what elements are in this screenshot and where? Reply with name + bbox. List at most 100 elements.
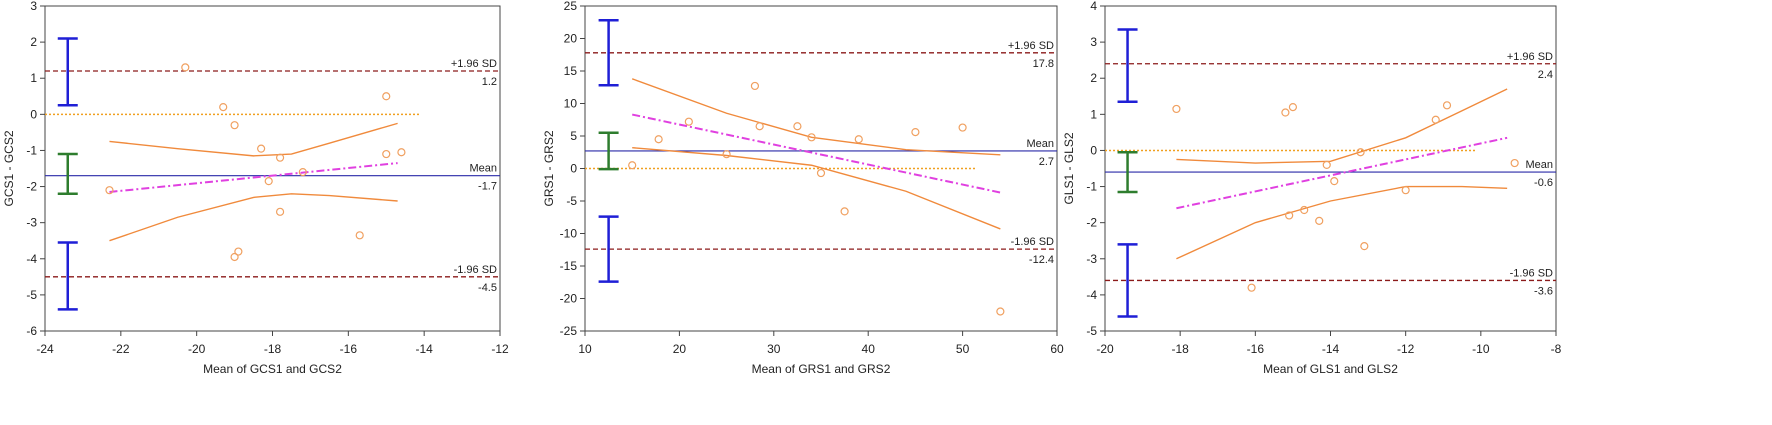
y-tick-label: 3 — [1090, 35, 1097, 49]
y-tick-label: 1 — [1090, 107, 1097, 121]
y-tick-label: -15 — [560, 259, 578, 273]
upper-loa-value: 1.2 — [482, 76, 497, 88]
data-point — [382, 92, 391, 101]
data-point — [181, 63, 190, 72]
x-tick-label: -10 — [1472, 342, 1490, 356]
regression-line — [1176, 136, 1508, 210]
y-tick-label: -5 — [566, 194, 577, 208]
x-tick-label: -16 — [1247, 342, 1265, 356]
x-tick-label: -20 — [188, 342, 206, 356]
data-point — [1360, 242, 1369, 251]
x-tick-label: 40 — [862, 342, 876, 356]
data-point — [105, 186, 114, 195]
y-tick-label: -2 — [26, 180, 37, 194]
lower-loa-label: -1.96 SD — [454, 264, 497, 276]
x-tick-label: -14 — [1322, 342, 1340, 356]
ci-bar-3 — [57, 241, 78, 311]
x-axis-label: Mean of GRS1 and GRS2 — [752, 362, 891, 376]
x-tick-label: -18 — [1171, 342, 1189, 356]
plot-frame — [44, 5, 501, 332]
ci-bar-3 — [598, 215, 619, 283]
x-tick-label: 20 — [673, 342, 687, 356]
data-point — [1285, 211, 1294, 220]
y-tick-label: 3 — [30, 0, 37, 13]
regression-line — [109, 162, 398, 193]
data-point — [1172, 104, 1181, 114]
x-tick-label: -22 — [112, 342, 130, 356]
regression-ci-lower — [1176, 185, 1508, 260]
x-axis-label: Mean of GLS1 and GLS2 — [1263, 362, 1398, 376]
upper-loa-label: +1.96 SD — [451, 58, 497, 70]
lower-loa-value: -3.6 — [1534, 285, 1553, 297]
data-point — [257, 144, 266, 153]
data-point — [750, 81, 760, 91]
upper-loa-value: 17.8 — [1033, 58, 1054, 70]
data-point — [1401, 186, 1410, 195]
data-point — [1315, 216, 1324, 225]
data-point — [1322, 160, 1331, 169]
y-tick-label: 2 — [1090, 71, 1097, 85]
lower-loa-value: -4.5 — [478, 282, 497, 294]
y-tick-label: -5 — [26, 288, 37, 302]
chart-panel-1: -6 -5 -4 -3 -2 -1 0 1 2 3 -24 -22 -20 -18 -16 -14 -12 Mea… — [2, 0, 509, 376]
data-point — [234, 247, 243, 256]
data-point — [816, 168, 826, 178]
y-tick-label: 10 — [564, 97, 578, 111]
data-point — [628, 161, 637, 170]
x-tick-label: 60 — [1050, 342, 1064, 356]
data-point — [298, 168, 307, 177]
y-tick-label: -5 — [1086, 324, 1097, 338]
y-tick-label: -20 — [560, 292, 578, 306]
regression-ci-upper — [1176, 88, 1508, 164]
x-tick-label: -18 — [264, 342, 282, 356]
data-point — [911, 128, 920, 137]
y-axis-label: GLS1 - GLS2 — [1062, 132, 1076, 204]
mean-label: Mean — [1525, 159, 1553, 171]
y-tick-label: -3 — [26, 216, 37, 230]
y-tick-label: 0 — [570, 162, 577, 176]
y-tick-label: -1 — [26, 143, 37, 157]
data-point — [1330, 177, 1339, 186]
y-tick-label: -4 — [26, 252, 37, 266]
y-tick-label: 2 — [30, 35, 37, 49]
data-point — [1431, 115, 1440, 124]
y-tick-label: 0 — [30, 107, 37, 121]
y-tick-label: -10 — [560, 227, 578, 241]
y-tick-label: -1 — [1086, 180, 1097, 194]
ci-bar-1 — [598, 19, 619, 87]
data-point — [840, 207, 849, 216]
y-tick-label: -25 — [560, 324, 578, 338]
x-tick-label: -16 — [340, 342, 358, 356]
data-point — [1510, 158, 1519, 168]
data-point — [654, 135, 663, 144]
data-point — [807, 133, 816, 142]
y-tick-label: 4 — [1090, 0, 1097, 13]
x-tick-label: -24 — [36, 342, 54, 356]
data-point — [230, 252, 239, 262]
mean-label: Mean — [469, 163, 497, 175]
data-point — [755, 122, 764, 131]
data-point — [275, 207, 285, 216]
x-tick-label: -20 — [1096, 342, 1114, 356]
regression-ci-lower — [109, 193, 398, 242]
lower-loa-value: -12.4 — [1029, 254, 1054, 266]
mean-value: -0.6 — [1534, 177, 1553, 189]
chart-panel-2: -25 -20 -15 -10 -5 0 5 10 15 20 25 10 20 30 40 50 60 Mean… — [542, 0, 1064, 376]
y-tick-label: 5 — [570, 129, 577, 143]
ci-bar-2 — [57, 152, 78, 196]
plot-frame — [1104, 5, 1557, 332]
data-point — [1442, 101, 1452, 110]
data-point — [793, 122, 802, 131]
ci-bar-1 — [57, 37, 78, 107]
data-point — [1247, 283, 1256, 292]
regression-ci-upper — [109, 122, 398, 157]
y-tick-label: 15 — [564, 64, 578, 78]
x-axis-label: Mean of GCS1 and GCS2 — [203, 362, 342, 376]
mean-value: 2.7 — [1039, 156, 1054, 168]
y-tick-label: -4 — [1086, 288, 1097, 302]
upper-loa-value: 2.4 — [1538, 69, 1553, 81]
x-tick-label: -8 — [1551, 342, 1562, 356]
upper-loa-label: +1.96 SD — [1008, 40, 1054, 52]
y-axis-label: GCS1 - GCS2 — [2, 130, 16, 206]
